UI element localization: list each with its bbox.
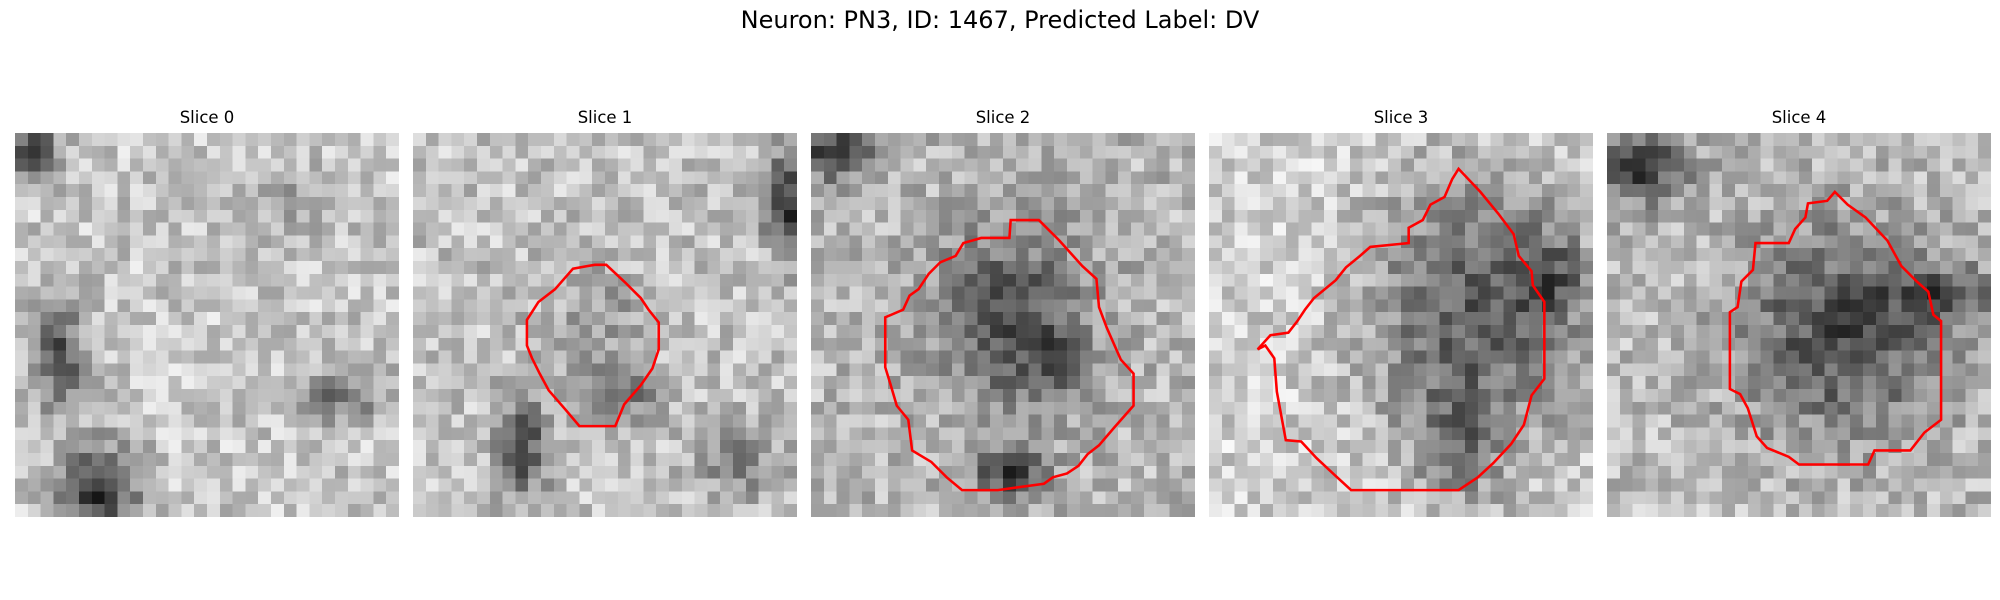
slice-image-2	[811, 133, 1195, 517]
slice-title-3: Slice 3	[1209, 108, 1593, 127]
slice-image-1	[413, 133, 797, 517]
slice-image-4	[1607, 133, 1991, 517]
slice-title-4: Slice 4	[1607, 108, 1991, 127]
slice-title-0: Slice 0	[15, 108, 399, 127]
slice-image-0	[15, 133, 399, 517]
slice-title-2: Slice 2	[811, 108, 1195, 127]
figure-title: Neuron: PN3, ID: 1467, Predicted Label: …	[0, 6, 2000, 34]
slice-image-3	[1209, 133, 1593, 517]
slice-title-1: Slice 1	[413, 108, 797, 127]
